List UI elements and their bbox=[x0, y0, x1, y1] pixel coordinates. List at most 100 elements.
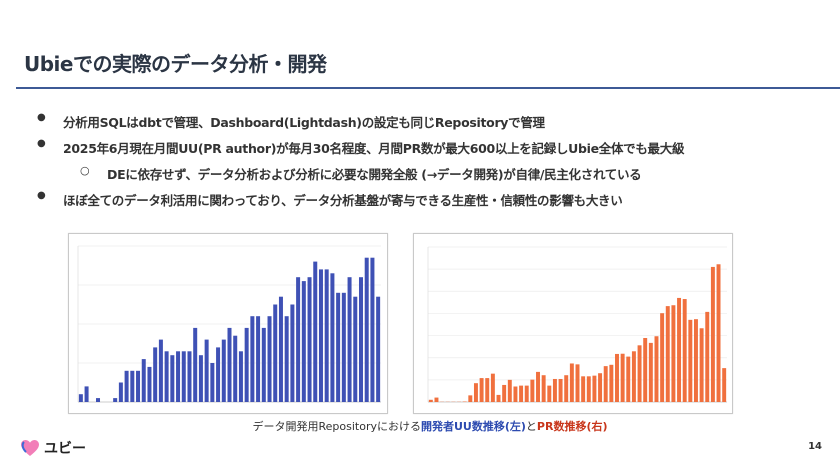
bar bbox=[671, 305, 676, 402]
chart-caption: データ開発用Repositoryにおける開発者UU数推移(左)とPR数推移(右) bbox=[0, 418, 840, 434]
sub-bullet-item: ○ DEに依存せず、データ分析および分析に必要な開発全般 (→データ開発)が自律… bbox=[80, 164, 642, 183]
bar bbox=[267, 316, 272, 402]
bar bbox=[181, 351, 186, 402]
bar bbox=[256, 316, 261, 402]
caption-prefix: データ開発用Repositoryにおける bbox=[252, 420, 421, 433]
bar bbox=[722, 368, 727, 402]
bar bbox=[468, 395, 473, 402]
bar bbox=[273, 304, 278, 402]
bullet-dot-icon: ● bbox=[37, 190, 46, 201]
bullet-dot-icon: ● bbox=[37, 112, 46, 123]
bar bbox=[496, 394, 501, 402]
bar bbox=[204, 339, 209, 402]
bar bbox=[530, 379, 535, 402]
caption-left-chart: 開発者UU数推移(左) bbox=[420, 420, 526, 433]
bar bbox=[434, 397, 439, 402]
bar bbox=[552, 378, 557, 402]
bar bbox=[575, 364, 580, 402]
bullet-dot-icon: ● bbox=[37, 138, 46, 149]
bar bbox=[330, 273, 335, 402]
bar bbox=[688, 319, 693, 402]
bar bbox=[620, 353, 625, 402]
bar bbox=[603, 366, 608, 402]
bar bbox=[507, 379, 512, 402]
bar bbox=[592, 375, 597, 402]
bar bbox=[84, 386, 89, 402]
bar bbox=[313, 261, 318, 402]
bar bbox=[141, 359, 146, 402]
bullet-item: ● 分析用SQLはdbtで管理、Dashboard(Lightdash)の設定も… bbox=[37, 112, 545, 131]
pr-count-chart bbox=[413, 233, 733, 414]
bar bbox=[626, 356, 631, 402]
bar bbox=[376, 296, 381, 402]
uu-bar-chart-svg bbox=[77, 245, 381, 403]
bar bbox=[153, 347, 158, 402]
bar bbox=[564, 375, 569, 402]
bar bbox=[96, 398, 101, 402]
bar bbox=[428, 399, 433, 402]
bar bbox=[547, 385, 552, 402]
bullet-text: 分析用SQLはdbtで管理、Dashboard(Lightdash)の設定も同じ… bbox=[63, 115, 545, 130]
bar bbox=[693, 319, 698, 402]
bar bbox=[615, 353, 619, 402]
bar bbox=[473, 383, 478, 402]
bar bbox=[193, 327, 198, 402]
bar bbox=[210, 363, 215, 402]
bar bbox=[502, 384, 507, 402]
bar bbox=[648, 342, 653, 402]
bar bbox=[147, 366, 152, 402]
bar bbox=[136, 370, 141, 402]
bar bbox=[519, 385, 524, 402]
bar bbox=[324, 269, 329, 402]
bar bbox=[643, 338, 648, 402]
bar bbox=[364, 257, 369, 402]
bullet-text: 2025年6月現在月間UU(PR author)が毎月30名程度、月間PR数が最… bbox=[63, 141, 685, 156]
bar bbox=[705, 311, 710, 402]
bar bbox=[699, 328, 704, 402]
bar bbox=[284, 316, 289, 402]
bar bbox=[353, 296, 358, 402]
bullet-text: ほぼ全てのデータ利活用に関わっており、データ分析基盤が寄与できる生産性・信頼性の… bbox=[63, 193, 623, 208]
bar bbox=[238, 351, 243, 402]
bullet-text: DEに依存せず、データ分析および分析に必要な開発全般 (→データ開発)が自律/民… bbox=[107, 167, 642, 182]
title-divider bbox=[16, 87, 840, 89]
bar bbox=[485, 378, 490, 402]
bar bbox=[198, 355, 203, 402]
bar bbox=[187, 351, 192, 402]
bar bbox=[598, 373, 603, 402]
developer-uu-chart bbox=[68, 233, 388, 414]
bar bbox=[290, 304, 295, 402]
bar bbox=[176, 351, 181, 402]
slide-title: Ubieでの実際のデータ分析・開発 bbox=[24, 52, 327, 76]
heart-logo-icon bbox=[21, 440, 39, 456]
bar bbox=[158, 339, 163, 402]
bar bbox=[170, 355, 175, 402]
bar bbox=[677, 297, 682, 402]
bar bbox=[341, 292, 346, 402]
bar bbox=[278, 296, 283, 402]
bar bbox=[682, 299, 687, 402]
bar bbox=[164, 351, 169, 402]
ubie-logo: ユビー bbox=[20, 438, 86, 458]
bar bbox=[710, 266, 715, 402]
bar bbox=[609, 364, 614, 402]
bar bbox=[524, 385, 529, 402]
bar bbox=[665, 306, 670, 402]
bar bbox=[490, 373, 495, 402]
bar bbox=[227, 327, 232, 402]
bar bbox=[261, 327, 266, 402]
bar bbox=[536, 371, 540, 402]
bar bbox=[581, 376, 586, 402]
page-number: 14 bbox=[808, 441, 822, 452]
bar bbox=[370, 257, 375, 402]
bar bbox=[244, 327, 249, 402]
bullet-item: ● ほぼ全てのデータ利活用に関わっており、データ分析基盤が寄与できる生産性・信頼… bbox=[37, 190, 623, 209]
bar bbox=[660, 313, 665, 402]
bar bbox=[307, 277, 312, 402]
bar bbox=[296, 277, 301, 402]
bar bbox=[541, 375, 546, 402]
bullet-circle-icon: ○ bbox=[80, 164, 90, 177]
logo-text: ユビー bbox=[44, 441, 86, 457]
bar bbox=[569, 363, 574, 402]
bar bbox=[558, 378, 563, 402]
